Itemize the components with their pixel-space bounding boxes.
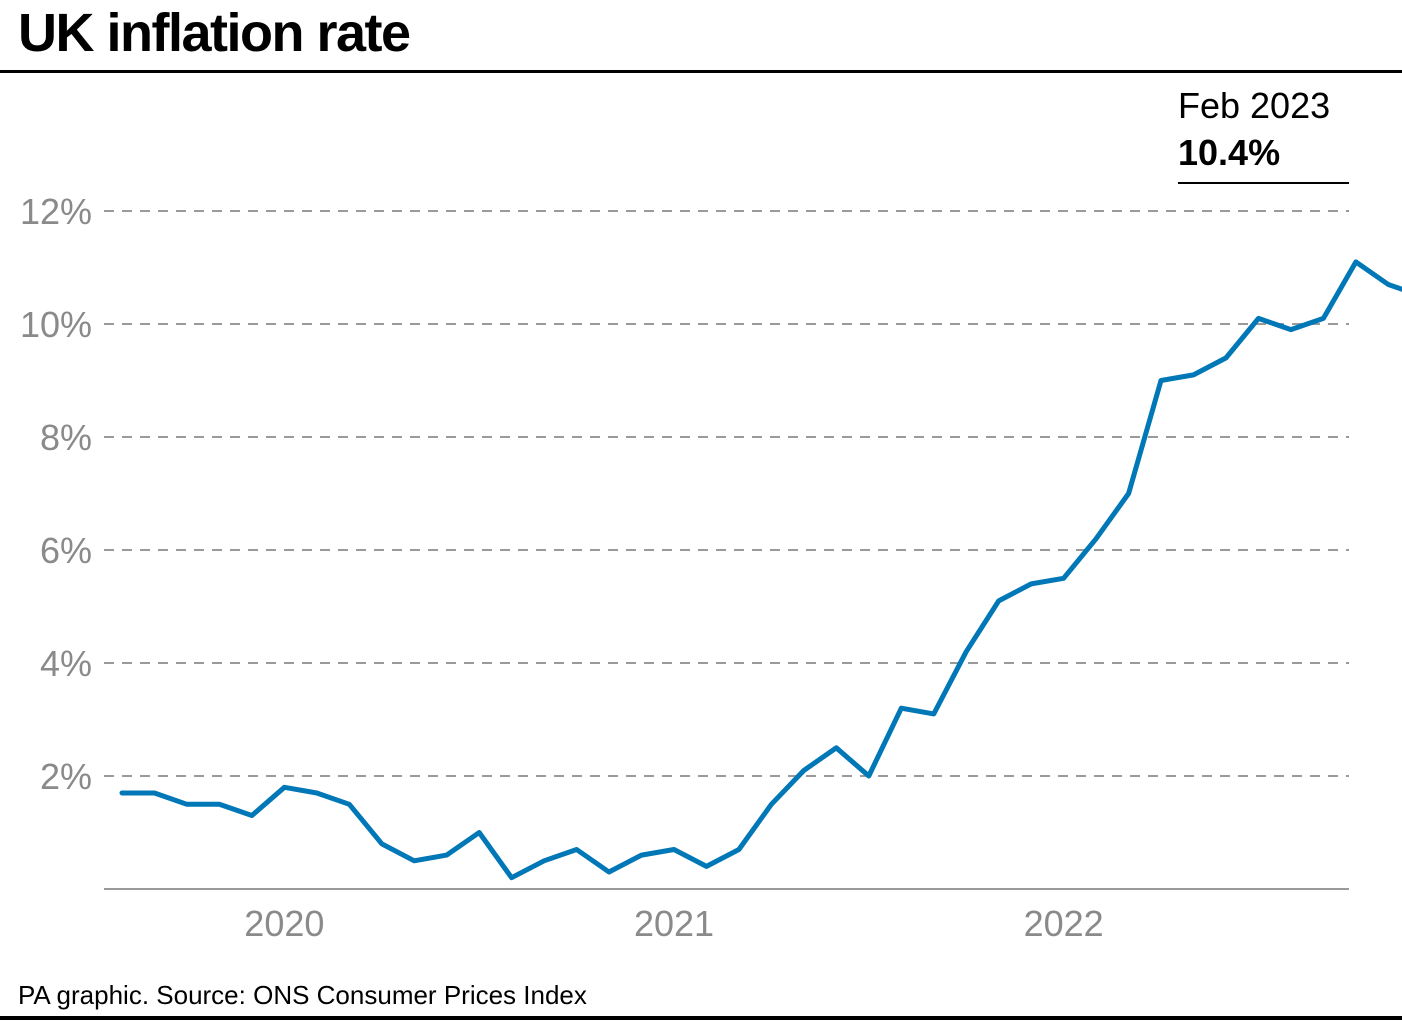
x-tick-label: 2020	[244, 903, 324, 944]
footer-divider	[0, 1016, 1402, 1020]
x-tick-label: 2021	[634, 903, 714, 944]
chart-title: UK inflation rate	[18, 3, 411, 63]
x-tick-label: 2022	[1024, 903, 1104, 944]
title-divider	[0, 70, 1402, 73]
y-tick-label: 8%	[40, 417, 92, 458]
x-axis-ticks: 2020 2021 2022	[244, 903, 1103, 944]
annotation-value-label: 10.4%	[1178, 132, 1280, 173]
latest-value-annotation: Feb 2023 10.4%	[1178, 85, 1349, 184]
gridlines	[104, 210, 1349, 777]
y-tick-label: 4%	[40, 643, 92, 684]
annotation-date-label: Feb 2023	[1178, 85, 1330, 126]
source-credit: PA graphic. Source: ONS Consumer Prices …	[18, 980, 587, 1010]
y-axis-ticks: 2% 4% 6% 8% 10% 12%	[20, 191, 92, 797]
y-tick-label: 12%	[20, 191, 92, 232]
y-tick-label: 2%	[40, 756, 92, 797]
inflation-series-line	[119, 259, 1402, 881]
y-tick-label: 10%	[20, 304, 92, 345]
y-tick-label: 6%	[40, 530, 92, 571]
